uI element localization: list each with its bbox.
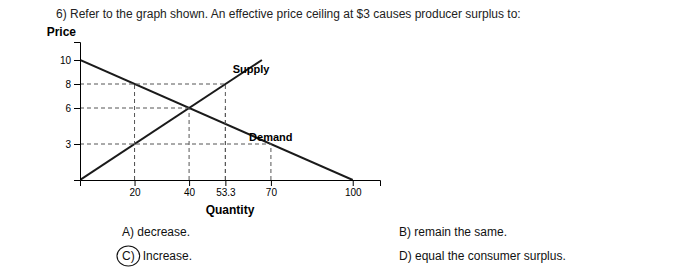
plot-area: [80, 60, 353, 180]
y-tick: 3: [65, 139, 80, 150]
y-tick-mark: [74, 84, 80, 85]
y-tick-mark: [74, 144, 80, 145]
answer-choice: C): [122, 249, 135, 263]
reference-line: [225, 108, 226, 180]
y-axis-label: Price: [47, 25, 77, 39]
x-tick-label: 40: [184, 187, 196, 198]
y-axis: 3 6 8 10: [60, 43, 81, 181]
reference-line: [80, 144, 271, 145]
reference-line: [134, 84, 135, 180]
x-tick-mark: [271, 180, 272, 186]
curve-label: Supply: [233, 63, 271, 75]
x-tick: 40: [184, 180, 196, 198]
reference-line: [80, 84, 225, 85]
answer-choice: D) equal the consumer surplus.: [399, 249, 566, 263]
y-tick-label: 10: [60, 55, 72, 66]
x-tick-label: 100: [345, 187, 362, 198]
y-tick-label: 6: [65, 103, 71, 114]
y-tick: 8: [65, 79, 80, 90]
y-tick: 10: [60, 55, 80, 66]
curve: [80, 60, 353, 180]
x-tick-mark: [225, 180, 226, 186]
x-axis-line: [81, 181, 381, 187]
answer-choice: A) decrease.: [122, 225, 190, 239]
x-tick-label: 53.3: [216, 187, 236, 198]
x-tick: 20: [129, 180, 141, 198]
x-tick-label: 20: [129, 187, 141, 198]
x-tick: 100: [345, 180, 362, 198]
x-axis: 20 40 53.3 70 100: [81, 180, 381, 198]
x-tick-label: 70: [266, 187, 278, 198]
y-axis-line: [74, 43, 81, 181]
y-tick-label: 3: [65, 139, 71, 150]
answer-choice: Increase.: [143, 249, 192, 263]
reference-line: [225, 84, 226, 180]
chart: 6) Refer to the graph shown. An effectiv…: [0, 0, 700, 274]
reference-line: [134, 144, 135, 180]
x-tick-mark: [135, 180, 136, 186]
y-tick-label: 8: [65, 79, 71, 90]
x-axis-label: Quantity: [206, 203, 255, 217]
curve: [80, 60, 262, 180]
y-tick-mark: [74, 108, 80, 109]
answer-circle: [117, 246, 140, 266]
reference-line: [80, 108, 189, 109]
x-tick: 53.3: [216, 180, 236, 198]
x-tick: 70: [266, 180, 278, 198]
x-tick-mark: [189, 180, 190, 186]
title: 6) Refer to the graph shown. An effectiv…: [56, 7, 521, 21]
x-tick-mark: [353, 180, 354, 186]
y-tick-mark: [74, 60, 80, 61]
answer-choice: B) remain the same.: [399, 225, 507, 239]
curve-label: Demand: [249, 131, 292, 143]
reference-line: [270, 144, 271, 180]
y-tick: 6: [65, 103, 80, 114]
